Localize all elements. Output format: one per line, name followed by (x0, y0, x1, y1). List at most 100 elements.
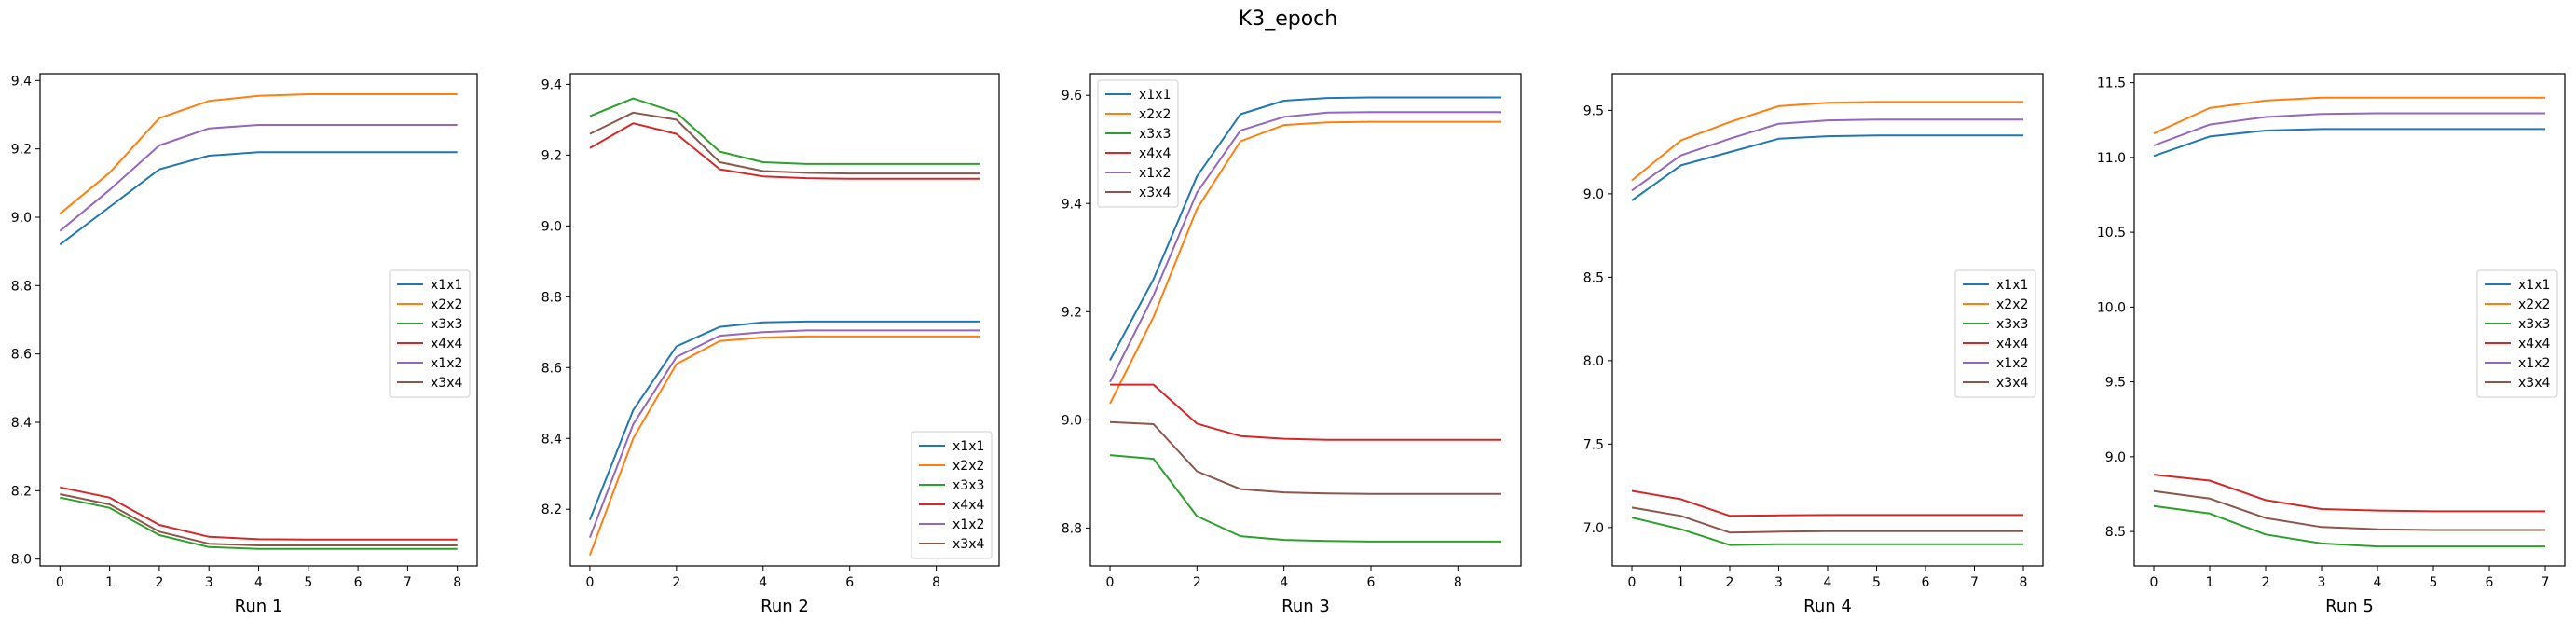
legend-label-x1x1: x1x1 (952, 439, 984, 454)
x-tick-label: 6 (845, 575, 854, 590)
series-line-x3x3 (2153, 504, 2545, 548)
legend-label-x1x2: x1x2 (952, 517, 984, 532)
y-tick-label: 9.0 (541, 219, 562, 234)
legend: x1x1 x2x2 x3x3 x4x4 x1x2 x3x4 (1097, 79, 1179, 208)
legend-label-x2x2: x2x2 (1139, 107, 1171, 122)
legend-label-x3x4: x3x4 (1139, 186, 1171, 200)
x-tick-label: 8 (2020, 575, 2028, 590)
legend-label-x3x3: x3x3 (1139, 127, 1171, 142)
series-line-x1x2 (1631, 118, 2023, 192)
series-line-x2x2 (588, 335, 980, 556)
legend-box (1097, 79, 1179, 208)
subplot-5: 0 1 2 3 4 5 6 7 8.5 9.0 9.5 10.0 10.5 11.0 11.5 Run 5 x1… (2097, 73, 2566, 616)
subplot-4: 0 1 2 3 4 5 6 7 8 7.0 7.5 8.0 8.5 9.0 9.5 Run 4 x1x1 x2x2… (1583, 73, 2044, 616)
legend-label-x3x3: x3x3 (952, 478, 984, 493)
legend-label-x4x4: x4x4 (952, 498, 984, 513)
x-tick-label: 1 (105, 575, 114, 590)
x-axis-label: Run 5 (2325, 597, 2374, 616)
x-tick-label: 0 (585, 575, 594, 590)
series-line-x1x2 (59, 124, 458, 232)
series-line-x3x3 (1631, 517, 2023, 546)
x-tick-label: 3 (2318, 575, 2326, 590)
y-tick-label: 8.4 (11, 416, 32, 431)
series-line-x3x3 (1109, 454, 1501, 543)
x-tick-label: 7 (1970, 575, 1979, 590)
x-tick-label: 8 (932, 575, 940, 590)
y-tick-label: 9.5 (1583, 103, 1604, 118)
y-tick-label: 9.2 (1062, 305, 1082, 320)
figure-title: K3_epoch (1239, 7, 1337, 31)
legend-box (911, 431, 993, 559)
legend-label-x1x1: x1x1 (1139, 88, 1171, 103)
series-line-x1x2 (2153, 112, 2545, 146)
x-tick-label: 5 (2430, 575, 2438, 590)
legend-label-x1x1: x1x1 (2518, 278, 2550, 293)
legend-label-x3x4: x3x4 (431, 376, 462, 391)
x-axis-label: Run 4 (1803, 597, 1852, 616)
legend-label-x2x2: x2x2 (2518, 297, 2550, 312)
y-tick-label: 9.4 (11, 74, 32, 89)
y-tick-label: 10.0 (2097, 300, 2126, 315)
x-tick-label: 4 (1280, 575, 1288, 590)
y-tick-label: 8.0 (1583, 354, 1604, 369)
x-tick-label: 0 (1106, 575, 1115, 590)
x-tick-label: 4 (1824, 575, 1832, 590)
y-tick-label: 8.8 (1062, 521, 1082, 536)
legend-label-x3x3: x3x3 (2518, 317, 2550, 332)
x-tick-label: 4 (2374, 575, 2382, 590)
subplot-3: 0 2 4 6 8 8.8 9.0 9.2 9.4 9.6 Run 3 x1x1 x2x2 x3x3 x4x… (1062, 73, 1522, 616)
series-line-x1x2 (1109, 111, 1501, 383)
y-tick-label: 8.6 (541, 361, 562, 376)
legend-label-x2x2: x2x2 (431, 297, 462, 312)
x-tick-label: 1 (2206, 575, 2214, 590)
y-tick-label: 8.6 (11, 348, 32, 363)
x-tick-label: 3 (205, 575, 213, 590)
subplot-1: 0 1 2 3 4 5 6 7 8 8.0 8.2 8.4 8.6 8.8 9.0 9.2 9.4 Run 1 x1… (11, 73, 478, 616)
series-line-x3x3 (60, 496, 458, 550)
x-tick-label: 4 (254, 575, 263, 590)
x-tick-label: 6 (2486, 575, 2494, 590)
x-tick-label: 6 (1367, 575, 1376, 590)
y-tick-label: 9.0 (2105, 450, 2126, 465)
x-tick-label: 1 (1677, 575, 1685, 590)
x-tick-label: 8 (453, 575, 461, 590)
series-line-x1x1 (2153, 128, 2545, 158)
x-tick-label: 7 (2542, 575, 2550, 590)
series-line-x3x4 (1631, 506, 2023, 534)
x-axis-label: Run 2 (760, 597, 809, 616)
legend-label-x4x4: x4x4 (431, 337, 462, 351)
series-line-x4x4 (589, 122, 980, 180)
y-tick-label: 7.5 (1583, 437, 1604, 452)
legend-label-x1x1: x1x1 (1996, 278, 2028, 293)
legend-label-x1x1: x1x1 (431, 278, 462, 293)
series-line-x2x2 (2153, 96, 2545, 135)
legend-label-x2x2: x2x2 (952, 459, 984, 474)
x-tick-label: 0 (2150, 575, 2158, 590)
legend-label-x1x2: x1x2 (1996, 356, 2028, 371)
series-line-x3x4 (589, 111, 980, 175)
x-tick-label: 5 (1872, 575, 1881, 590)
y-tick-label: 8.8 (11, 279, 32, 294)
legend-label-x4x4: x4x4 (1139, 146, 1171, 161)
legend-label-x3x4: x3x4 (1996, 376, 2028, 391)
y-tick-label: 8.4 (541, 432, 562, 447)
legend-label-x1x2: x1x2 (431, 356, 462, 371)
legend-box (1954, 269, 2036, 398)
y-tick-label: 8.8 (541, 290, 562, 305)
x-tick-label: 7 (404, 575, 412, 590)
x-tick-label: 4 (759, 575, 767, 590)
legend-label-x4x4: x4x4 (2518, 337, 2550, 351)
legend-label-x3x4: x3x4 (2518, 376, 2550, 391)
legend-box (389, 269, 471, 398)
x-axis-label: Run 1 (235, 597, 283, 616)
legend: x1x1 x2x2 x3x3 x4x4 x1x2 x3x4 (1954, 269, 2036, 398)
x-tick-label: 0 (1628, 575, 1637, 590)
legend-label-x1x2: x1x2 (2518, 356, 2550, 371)
series-line-x3x3 (589, 97, 980, 165)
x-axis-label: Run 3 (1281, 597, 1330, 616)
y-tick-label: 8.2 (11, 484, 32, 499)
x-tick-label: 2 (2262, 575, 2270, 590)
legend-box (2476, 269, 2558, 398)
series-line-x4x4 (2153, 474, 2545, 513)
y-tick-label: 9.0 (11, 211, 32, 226)
